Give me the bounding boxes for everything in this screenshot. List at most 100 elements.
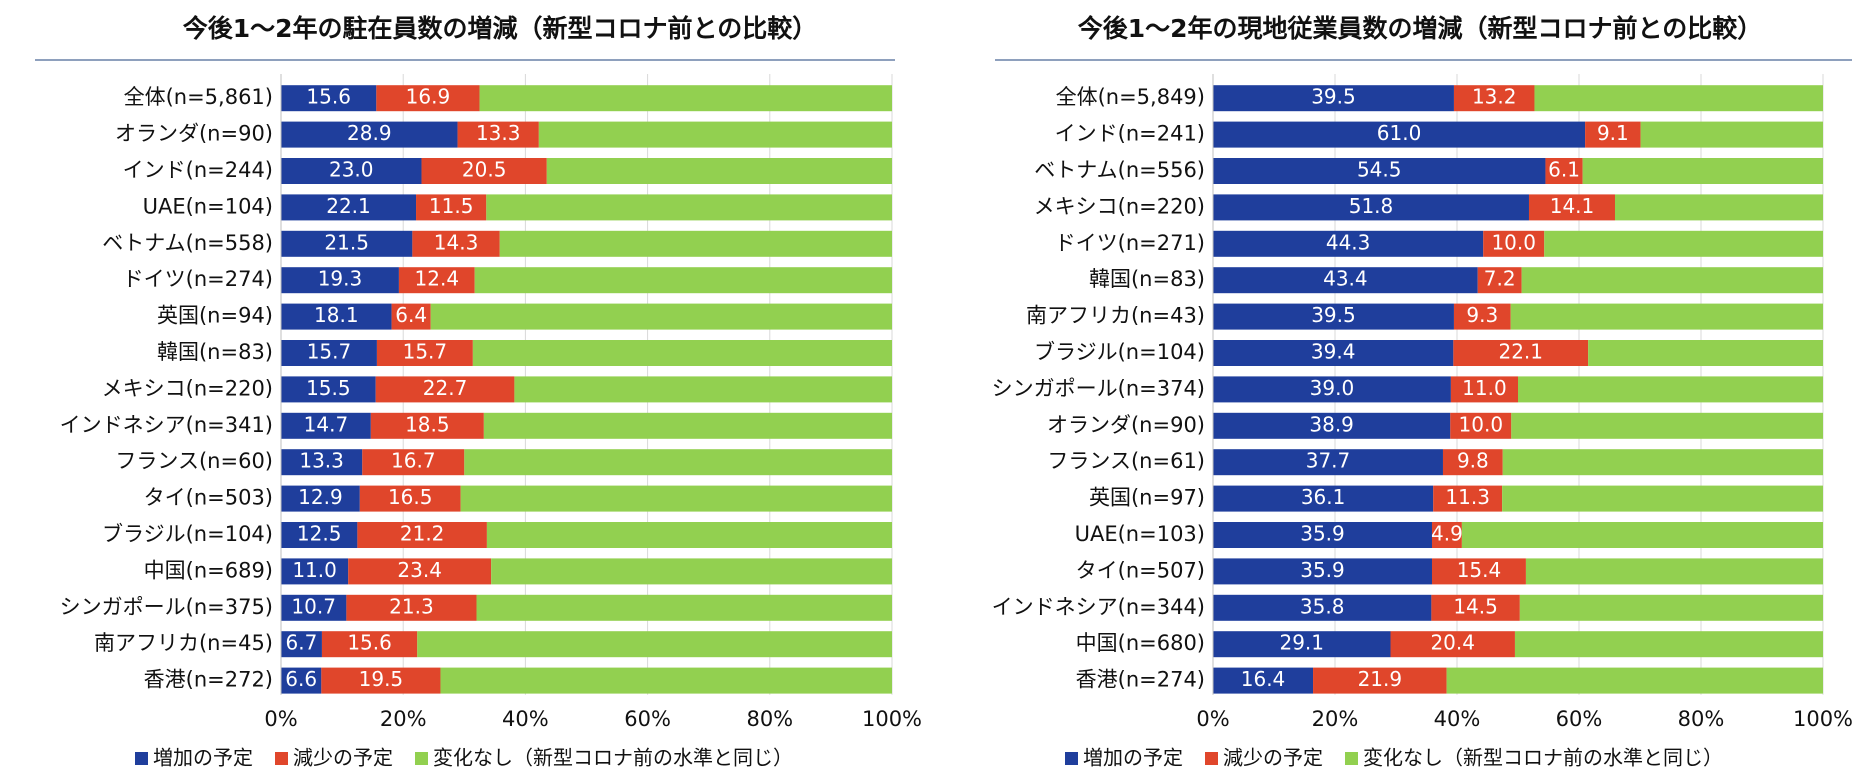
y-tick-label: 全体(n=5,861) [124, 85, 273, 109]
x-tick-label: 40% [1434, 707, 1481, 731]
bar-segment [472, 340, 892, 366]
data-label: 61.0 [1377, 121, 1422, 145]
bar-segment [1213, 85, 1454, 112]
x-tick-label: 20% [380, 707, 427, 731]
data-label: 23.0 [329, 158, 374, 182]
bar-segment [281, 558, 349, 585]
bar-segment [1213, 340, 1454, 366]
bar-segment [1213, 449, 1443, 476]
data-label: 28.9 [347, 121, 392, 145]
data-label: 7.2 [1484, 267, 1516, 291]
bar-segment [417, 631, 892, 658]
data-label: 15.5 [306, 376, 351, 400]
bar-segment [474, 267, 892, 294]
data-label: 12.4 [415, 267, 460, 291]
bar-segment [538, 121, 892, 148]
bar-segment [281, 631, 322, 658]
bar-segment [1390, 631, 1515, 658]
bar-segment [281, 85, 377, 112]
bar-segment [1544, 230, 1823, 257]
bar-segment [486, 522, 892, 548]
y-tick-label: 韓国(n=83) [1089, 267, 1205, 291]
y-tick-label: フランス(n=60) [115, 449, 273, 473]
bar-segment [1510, 303, 1823, 330]
bar-segment [281, 267, 399, 294]
y-tick-label: 英国(n=97) [1089, 486, 1205, 510]
data-label: 13.3 [299, 449, 344, 473]
data-label: 44.3 [1326, 230, 1371, 254]
bar-segment [476, 594, 892, 621]
data-label: 21.5 [324, 230, 369, 254]
data-label: 36.1 [1301, 485, 1346, 509]
legend-label: 減少の予定 [293, 746, 393, 770]
data-label: 19.5 [359, 667, 404, 691]
y-tick-label: ドイツ(n=274) [123, 267, 273, 291]
bar-segment [1640, 121, 1823, 148]
data-label: 9.8 [1457, 449, 1489, 473]
bar-segment [281, 667, 322, 694]
bar-segment [1477, 267, 1522, 294]
bar-segment [412, 230, 500, 257]
y-tick-label: ベトナム(n=556) [1034, 158, 1205, 182]
data-label: 6.6 [285, 667, 317, 691]
bar-segment [376, 85, 480, 112]
x-tick-label: 0% [264, 707, 297, 731]
x-tick-label: 40% [502, 707, 549, 731]
y-tick-label: インド(n=244) [123, 158, 273, 182]
legend-swatch [415, 752, 428, 765]
bar-segment [1213, 631, 1391, 658]
bar-segment [1502, 449, 1823, 476]
chart-title: 今後1～2年の現地従業員数の増減（新型コロナ前との比較） [1078, 14, 1763, 43]
data-label: 12.5 [297, 522, 342, 546]
data-label: 10.7 [291, 594, 336, 618]
bar-segment [376, 340, 473, 366]
legend-label: 変化なし（新型コロナ前の水準と同じ） [433, 746, 793, 770]
data-label: 29.1 [1279, 631, 1324, 655]
y-tick-label: ドイツ(n=271) [1055, 231, 1205, 255]
bar-segment [281, 522, 358, 548]
bar-segment [281, 340, 377, 366]
data-label: 11.0 [1462, 376, 1507, 400]
bar-segment [281, 376, 376, 403]
data-label: 15.7 [307, 340, 352, 364]
bar-segment [546, 158, 892, 184]
bar-segment [1519, 594, 1823, 621]
data-label: 11.3 [1445, 485, 1490, 509]
bar-segment [1446, 667, 1823, 694]
bar-segment [1582, 158, 1823, 184]
bar-segment [1528, 194, 1615, 221]
y-tick-label: オランダ(n=90) [115, 122, 273, 146]
bar-segment [460, 485, 892, 512]
y-tick-label: インドネシア(n=341) [60, 413, 273, 437]
data-label: 37.7 [1306, 449, 1351, 473]
data-label: 14.3 [434, 230, 479, 254]
bar-segment [1431, 522, 1462, 548]
y-tick-label: ブラジル(n=104) [102, 522, 273, 546]
bar-segment [281, 449, 363, 476]
data-label: 4.9 [1431, 522, 1463, 546]
y-tick-label: タイ(n=507) [1076, 558, 1205, 582]
x-tick-label: 100% [1793, 707, 1853, 731]
data-label: 15.6 [347, 631, 392, 655]
bar-segment [464, 449, 892, 476]
data-label: 54.5 [1357, 158, 1402, 182]
y-tick-label: タイ(n=503) [144, 486, 273, 510]
data-label: 21.3 [389, 594, 434, 618]
legend-swatch [275, 752, 288, 765]
bar-segment [1213, 376, 1451, 403]
x-tick-label: 20% [1312, 707, 1359, 731]
bar-segment [370, 412, 484, 439]
y-tick-label: メキシコ(n=220) [102, 376, 273, 400]
bar-segment [1450, 376, 1518, 403]
data-label: 11.0 [292, 558, 337, 582]
data-label: 12.9 [298, 485, 343, 509]
data-label: 21.2 [400, 522, 445, 546]
y-tick-label: 韓国(n=83) [157, 340, 273, 364]
bar-segment [281, 412, 371, 439]
chart-title: 今後1～2年の駐在員数の増減（新型コロナ前との比較） [183, 14, 818, 43]
data-label: 35.8 [1300, 594, 1345, 618]
y-tick-label: 中国(n=680) [1076, 631, 1205, 655]
bar-segment [357, 522, 487, 548]
data-label: 16.5 [388, 485, 433, 509]
